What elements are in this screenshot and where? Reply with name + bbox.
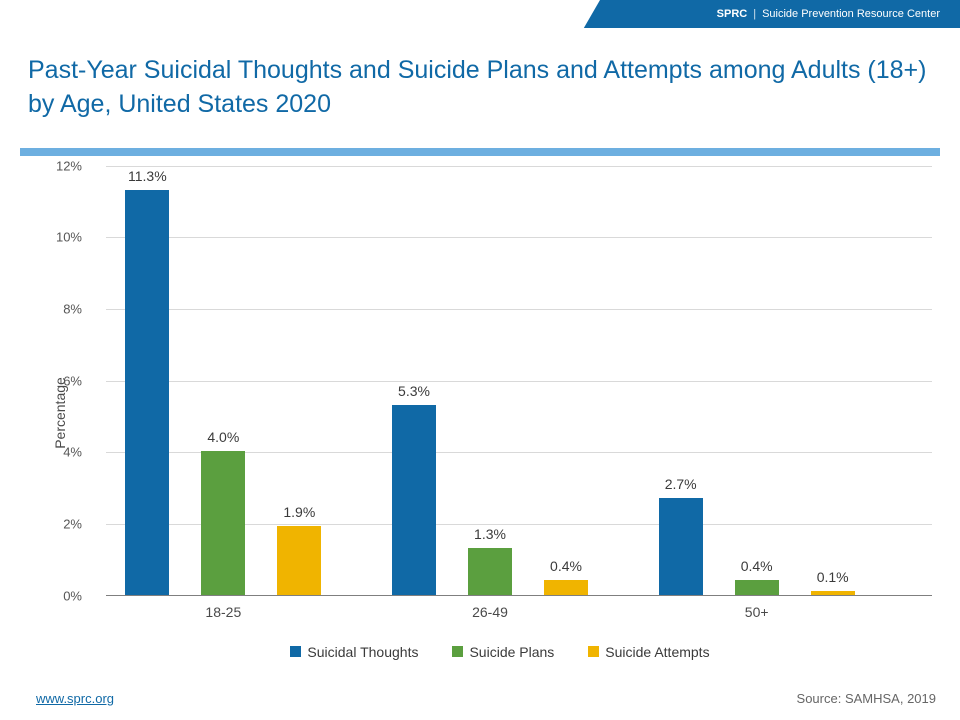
bar-group: 5.3%1.3%0.4%26-49 (392, 166, 588, 596)
bar-value-label: 11.3% (128, 168, 167, 184)
bar-value-label: 1.3% (474, 526, 506, 542)
footer: www.sprc.org Source: SAMHSA, 2019 (0, 680, 960, 720)
legend-item: Suicidal Thoughts (290, 644, 418, 660)
bar-chart: Percentage 0%2%4%6%8%10%12%11.3%4.0%1.9%… (60, 166, 940, 660)
legend: Suicidal Thoughts Suicide Plans Suicide At… (60, 644, 940, 660)
bar-value-label: 4.0% (207, 429, 239, 445)
header-bar: SPRC | Suicide Prevention Resource Cente… (0, 0, 960, 28)
legend-item: Suicide Attempts (588, 644, 709, 660)
bar-value-label: 1.9% (283, 504, 315, 520)
legend-swatch (452, 646, 463, 657)
bar-group: 2.7%0.4%0.1%50+ (659, 166, 855, 596)
source-link[interactable]: www.sprc.org (36, 691, 114, 706)
legend-label: Suicidal Thoughts (307, 644, 418, 660)
bar: 1.3% (468, 548, 512, 595)
header-org-name: Suicide Prevention Resource Center (762, 8, 940, 20)
bar: 4.0% (201, 451, 245, 594)
chart-title: Past-Year Suicidal Thoughts and Suicide … (28, 54, 932, 122)
bar-group: 11.3%4.0%1.9%18-25 (125, 166, 321, 596)
bar: 0.1% (811, 591, 855, 595)
legend-label: Suicide Plans (469, 644, 554, 660)
x-tick-label: 26-49 (472, 604, 508, 620)
title-divider (20, 148, 940, 156)
y-tick: 0% (63, 588, 82, 603)
bar: 1.9% (277, 526, 321, 594)
y-tick: 2% (63, 516, 82, 531)
legend-label: Suicide Attempts (605, 644, 709, 660)
y-tick: 10% (56, 230, 82, 245)
legend-item: Suicide Plans (452, 644, 554, 660)
x-tick-label: 18-25 (205, 604, 241, 620)
bar: 0.4% (735, 580, 779, 594)
header-acronym: SPRC (717, 8, 748, 20)
bar: 2.7% (659, 498, 703, 595)
x-tick-label: 50+ (745, 604, 769, 620)
bar: 11.3% (125, 190, 169, 595)
legend-swatch (290, 646, 301, 657)
bar-value-label: 0.1% (817, 569, 849, 585)
y-tick: 6% (63, 373, 82, 388)
bar: 0.4% (544, 580, 588, 594)
bar-value-label: 2.7% (665, 476, 697, 492)
source-attribution: Source: SAMHSA, 2019 (797, 691, 936, 706)
header-org: SPRC | Suicide Prevention Resource Cente… (717, 0, 960, 28)
y-tick: 12% (56, 158, 82, 173)
y-tick: 4% (63, 445, 82, 460)
legend-swatch (588, 646, 599, 657)
y-tick: 8% (63, 301, 82, 316)
bar: 5.3% (392, 405, 436, 595)
bar-value-label: 0.4% (741, 558, 773, 574)
bar-value-label: 5.3% (398, 383, 430, 399)
bar-value-label: 0.4% (550, 558, 582, 574)
